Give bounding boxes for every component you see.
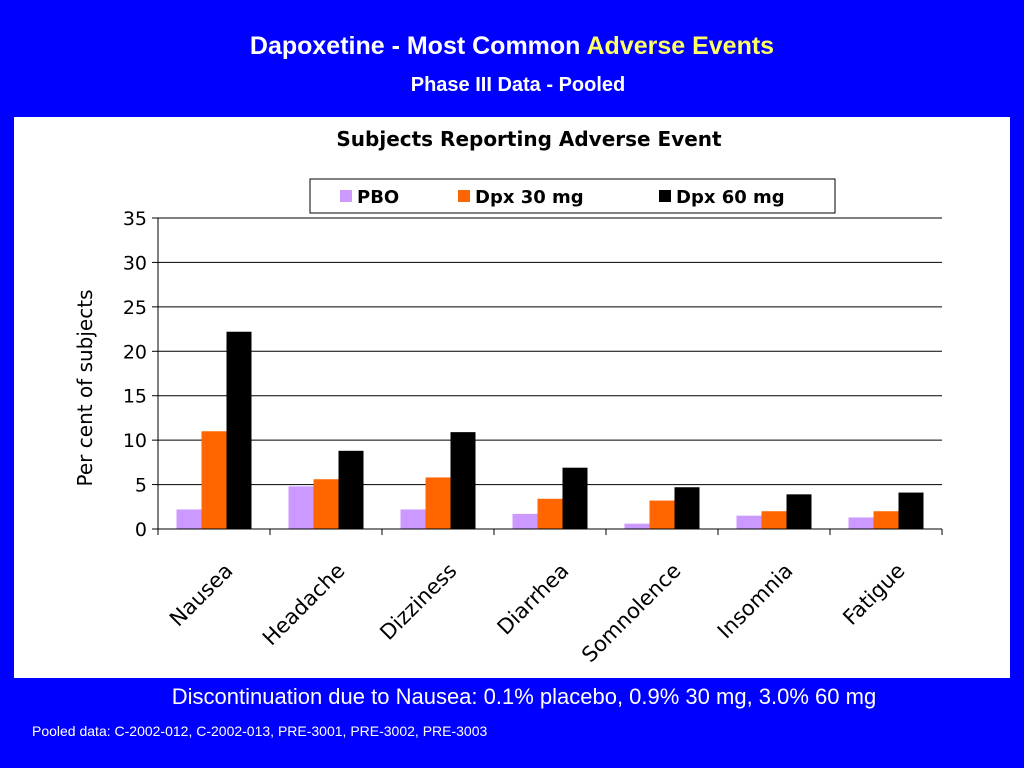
bar-dpx-60-mg-insomnia bbox=[786, 494, 812, 529]
bar-dpx-30-mg-insomnia bbox=[761, 511, 787, 529]
y-tick-label: 0 bbox=[135, 519, 147, 541]
legend: PBO Dpx 30 mg Dpx 60 mg bbox=[309, 178, 836, 214]
bar-dpx-30-mg-headache bbox=[313, 479, 339, 529]
y-axis-title: Per cent of subjects bbox=[73, 290, 97, 487]
slide-subtitle: Phase III Data - Pooled bbox=[410, 74, 626, 96]
slide-title-main: Dapoxetine - Most Common bbox=[249, 32, 587, 60]
legend-label: Dpx 30 mg bbox=[475, 187, 584, 208]
grid-lines bbox=[158, 217, 942, 486]
legend-label: Dpx 60 mg bbox=[676, 187, 785, 208]
legend-swatch bbox=[659, 190, 671, 202]
chart-title: Subjects Reporting Adverse Event bbox=[336, 127, 722, 151]
footer-source: Pooled data: C-2002-012, C-2002-013, PRE… bbox=[32, 723, 488, 739]
y-tick-label: 30 bbox=[123, 252, 147, 274]
bar-dpx-30-mg-dizziness bbox=[425, 477, 451, 529]
legend-swatch bbox=[340, 190, 352, 202]
bar-dpx-30-mg-fatigue bbox=[873, 511, 899, 529]
bar-dpx-30-mg-nausea bbox=[201, 431, 227, 529]
bar-dpx-60-mg-dizziness bbox=[450, 432, 476, 529]
bar-pbo-somnolence bbox=[624, 523, 650, 529]
x-category-label: Somnolence bbox=[577, 559, 685, 667]
bar-dpx-60-mg-somnolence bbox=[674, 487, 700, 529]
bar-dpx-30-mg-somnolence bbox=[649, 500, 675, 529]
chart-panel: Subjects Reporting Adverse Event 0 5 10 15 2… bbox=[14, 117, 1010, 678]
bar-pbo-headache bbox=[288, 486, 314, 529]
bar-dpx-60-mg-diarrhea bbox=[562, 467, 588, 529]
x-category-label: Fatigue bbox=[838, 559, 909, 630]
legend-swatch bbox=[458, 190, 470, 202]
y-tick-label: 20 bbox=[123, 341, 147, 363]
y-tick-label: 15 bbox=[123, 386, 147, 408]
discontinuation-note: Discontinuation due to Nausea: 0.1% plac… bbox=[171, 684, 877, 709]
x-category-label: Nausea bbox=[165, 559, 238, 632]
bar-pbo-diarrhea bbox=[512, 513, 538, 529]
bar-pbo-insomnia bbox=[736, 515, 762, 529]
slide-title: Dapoxetine - Most Common Adverse Events bbox=[0, 32, 1024, 61]
y-tick-label: 25 bbox=[123, 297, 147, 319]
x-category-label: Headache bbox=[258, 559, 350, 651]
bars bbox=[176, 331, 924, 529]
slide-title-highlight: Adverse Events bbox=[586, 32, 775, 60]
legend-label: PBO bbox=[357, 187, 399, 208]
legend-box bbox=[309, 178, 836, 214]
bar-chart: Subjects Reporting Adverse Event 0 5 10 15 2… bbox=[73, 127, 943, 667]
bar-dpx-30-mg-diarrhea bbox=[537, 498, 563, 529]
bar-pbo-dizziness bbox=[400, 509, 426, 529]
x-category-label: Insomnia bbox=[713, 559, 798, 644]
y-tick-label: 35 bbox=[123, 208, 147, 230]
x-category-label: Dizziness bbox=[375, 559, 461, 645]
bar-dpx-60-mg-nausea bbox=[226, 331, 252, 529]
bar-dpx-60-mg-headache bbox=[338, 450, 364, 529]
bar-pbo-nausea bbox=[176, 509, 202, 529]
x-category-label: Diarrhea bbox=[493, 559, 574, 640]
bar-dpx-60-mg-fatigue bbox=[898, 492, 924, 529]
bar-pbo-fatigue bbox=[848, 517, 874, 529]
y-tick-label: 5 bbox=[135, 475, 147, 497]
y-tick-label: 10 bbox=[123, 430, 147, 452]
